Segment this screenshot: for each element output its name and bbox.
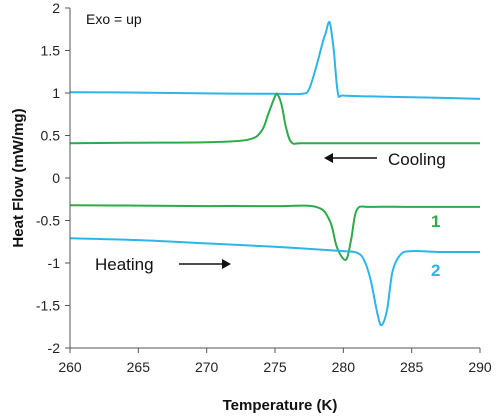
y-tick-label: 0 — [52, 170, 60, 186]
axes — [69, 8, 480, 349]
series-2-label: 2 — [431, 261, 440, 280]
y-axis-title: Heat Flow (mW/mg) — [10, 108, 27, 247]
heating-label: Heating — [95, 255, 154, 274]
y-tick-label: 1 — [52, 85, 60, 101]
y-tick-label: -1.5 — [36, 298, 60, 314]
series-line-heating-1 — [69, 204, 480, 261]
y-tick-label: 2 — [52, 0, 60, 16]
x-axis-title: Temperature (K) — [223, 397, 338, 414]
x-tick-label: 280 — [332, 359, 356, 375]
series-line-cooling-2 — [69, 20, 481, 100]
y-tick-label: -2 — [48, 340, 61, 356]
y-tick-label: -0.5 — [36, 213, 60, 229]
y-tick-label: 1.5 — [41, 43, 61, 59]
x-tick-label: 290 — [468, 359, 492, 375]
series-line-heating-2 — [69, 237, 481, 327]
ticks: 260 265 270 275 280 285 290 2 1.5 1 0.5 0 -0.5 -1 -1.5… — [36, 0, 492, 375]
x-tick-label: 260 — [58, 359, 82, 375]
y-tick-label: 0.5 — [41, 128, 61, 144]
cooling-label: Cooling — [388, 150, 446, 169]
x-tick-label: 270 — [195, 359, 219, 375]
plot-lines — [69, 20, 481, 327]
heating-arrow — [179, 259, 231, 269]
cooling-arrow — [324, 153, 377, 163]
series-line-cooling-1 — [69, 92, 480, 145]
x-tick-label: 285 — [400, 359, 424, 375]
x-tick-label: 265 — [127, 359, 151, 375]
y-tick-label: -1 — [48, 255, 61, 271]
x-tick-label: 275 — [263, 359, 287, 375]
exo-note: Exo = up — [86, 11, 142, 27]
series-1-label: 1 — [431, 212, 440, 231]
